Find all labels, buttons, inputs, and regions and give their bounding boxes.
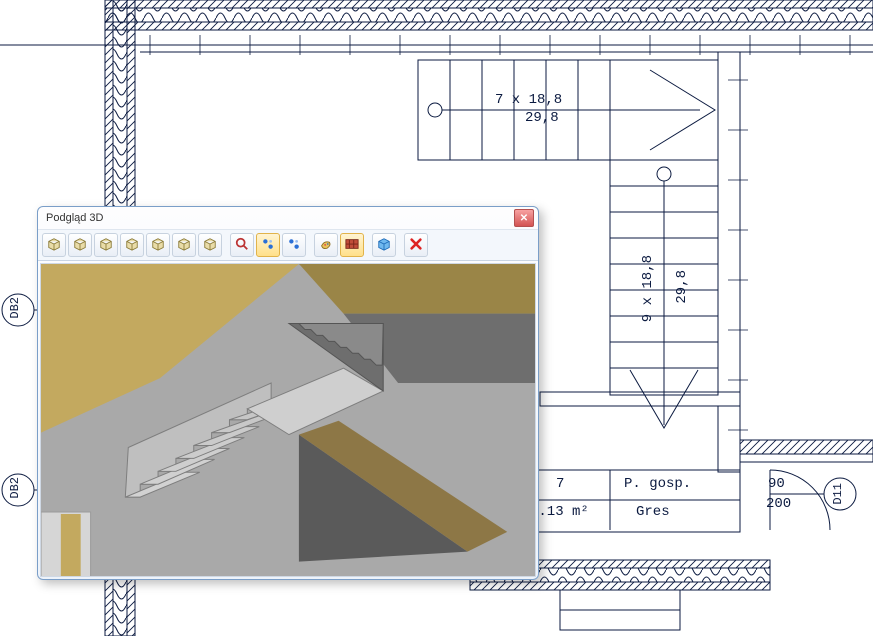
window-close-button[interactable]: ✕ — [514, 209, 534, 227]
preview-3d-window[interactable]: Podgląd 3D ✕ — [37, 206, 539, 580]
toolbar-view-iso2-button[interactable] — [198, 233, 222, 257]
stair2-label-left: 9 x 18,8 — [640, 255, 656, 322]
stair1-label-top: 7 x 18,8 — [495, 92, 562, 108]
view-top-icon — [47, 237, 61, 254]
stair1-label-bot: 29,8 — [525, 110, 559, 126]
box-model-icon — [377, 237, 391, 254]
door-width: 90 — [768, 476, 785, 492]
preview-viewport[interactable] — [40, 263, 536, 577]
view-left-icon — [125, 237, 139, 254]
room-name: P. gosp. — [624, 476, 691, 492]
window-title: Podgląd 3D — [46, 212, 514, 224]
toolbar-box-model-button[interactable] — [372, 233, 396, 257]
toolbar-render-wire-button[interactable] — [340, 233, 364, 257]
toolbar-view-right-button[interactable] — [146, 233, 170, 257]
render-wire-icon — [345, 237, 359, 254]
nav-pan-icon — [261, 237, 275, 254]
view-iso1-icon — [177, 237, 191, 254]
room-number: 7 — [556, 476, 564, 492]
toolbar-view-left-button[interactable] — [120, 233, 144, 257]
view-back-icon — [99, 237, 113, 254]
stair2-label-right: 29,8 — [674, 270, 690, 304]
room-finish: Gres — [636, 504, 670, 520]
view-front-icon — [73, 237, 87, 254]
zoom-extents-icon — [235, 237, 249, 254]
close-icon: ✕ — [520, 213, 528, 224]
balloon-d11: D11 — [831, 483, 845, 505]
render-shaded-icon — [319, 237, 333, 254]
window-titlebar[interactable]: Podgląd 3D ✕ — [38, 207, 538, 229]
preview-toolbar — [38, 229, 538, 261]
toolbar-delete-view-button[interactable] — [404, 233, 428, 257]
nav-orbit-icon — [287, 237, 301, 254]
door-wall: 200 — [766, 496, 791, 512]
toolbar-view-top-button[interactable] — [42, 233, 66, 257]
toolbar-view-iso1-button[interactable] — [172, 233, 196, 257]
balloon-db2-a: DB2 — [8, 297, 22, 319]
toolbar-nav-pan-button[interactable] — [256, 233, 280, 257]
toolbar-view-back-button[interactable] — [94, 233, 118, 257]
toolbar-nav-orbit-button[interactable] — [282, 233, 306, 257]
delete-view-icon — [409, 237, 423, 254]
toolbar-render-shaded-button[interactable] — [314, 233, 338, 257]
view-right-icon — [151, 237, 165, 254]
toolbar-zoom-extents-button[interactable] — [230, 233, 254, 257]
toolbar-view-front-button[interactable] — [68, 233, 92, 257]
balloon-db2-b: DB2 — [8, 477, 22, 499]
view-iso2-icon — [203, 237, 217, 254]
